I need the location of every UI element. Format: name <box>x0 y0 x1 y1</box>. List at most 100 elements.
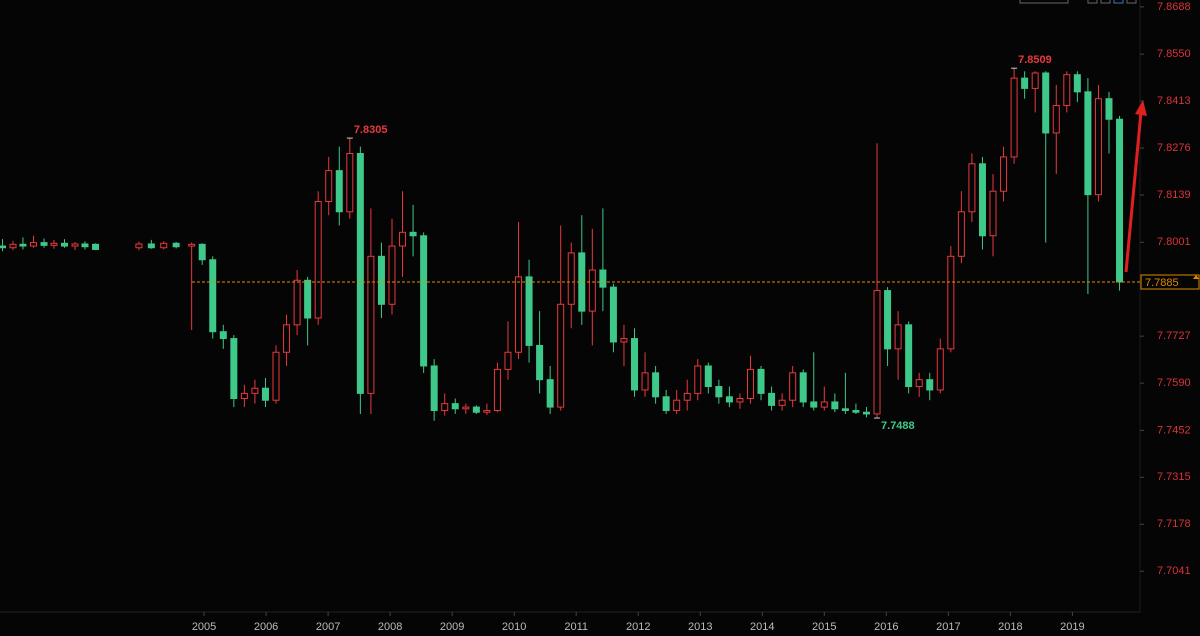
x-tick-label: 2010 <box>502 621 526 633</box>
y-tick-label: 7.8550 <box>1157 48 1191 60</box>
y-tick-label: 7.7590 <box>1157 377 1191 389</box>
y-tick-label: 7.7178 <box>1157 518 1191 530</box>
candle-body <box>388 245 396 305</box>
candle-body <box>172 242 180 248</box>
candle-body <box>430 365 438 412</box>
y-tick-label: 7.8413 <box>1157 95 1191 107</box>
candle-body <box>799 372 807 403</box>
candle-body <box>441 403 449 412</box>
candle-body <box>957 211 965 257</box>
x-tick-label: 2017 <box>936 621 960 633</box>
x-tick-label: 2012 <box>626 621 650 633</box>
candle-body <box>989 190 997 237</box>
candle-body <box>0 245 6 249</box>
toolbar-button[interactable] <box>1019 0 1069 4</box>
annotation: 7.7488 <box>881 420 915 432</box>
candle-body <box>1063 74 1071 107</box>
candle-body <box>293 279 301 326</box>
candle-body <box>283 324 291 353</box>
annotation: 7.8509 <box>1018 54 1052 66</box>
x-tick-label: 2018 <box>998 621 1022 633</box>
candle-body <box>1105 98 1113 120</box>
candle-body <box>968 163 976 213</box>
candle-body <box>29 242 37 247</box>
candle-body <box>525 276 533 346</box>
candle-body <box>61 242 69 247</box>
candle-body <box>515 276 523 353</box>
x-tick-label: 2011 <box>564 621 588 633</box>
candle-body <box>1116 118 1124 283</box>
candle-body <box>778 399 786 406</box>
y-tick-label: 7.8688 <box>1157 1 1191 13</box>
candle-body <box>725 396 733 403</box>
candle-body <box>557 303 565 408</box>
x-tick-label: 2005 <box>192 621 216 633</box>
candle-body <box>92 243 100 250</box>
candle-body <box>9 243 17 249</box>
x-tick-label: 2019 <box>1060 621 1084 633</box>
candle-body <box>652 372 660 398</box>
last-price-marker <box>1193 275 1199 280</box>
x-tick-label: 2013 <box>688 621 712 633</box>
candle-body <box>609 286 617 343</box>
candle-body <box>926 379 934 391</box>
candle-body <box>820 401 828 408</box>
candle-body <box>1021 77 1029 89</box>
toolbar-button[interactable] <box>1100 0 1111 4</box>
candle-body <box>240 392 248 400</box>
candle-body <box>978 163 986 237</box>
trend-arrow <box>1124 100 1147 273</box>
candle-body <box>884 290 892 350</box>
candle-body <box>536 344 544 381</box>
candle-body <box>420 235 428 367</box>
candle-body <box>81 243 89 248</box>
candle-body <box>399 231 407 247</box>
last-price-label: 7.7885 <box>1145 277 1179 289</box>
candle-body <box>905 324 913 388</box>
candle-body <box>1010 77 1018 158</box>
candle-body <box>19 243 27 247</box>
candle-body <box>198 243 206 261</box>
candle-body <box>325 170 333 202</box>
toolbar-button[interactable] <box>1126 0 1137 4</box>
candle-body <box>841 408 849 412</box>
x-tick-label: 2016 <box>874 621 898 633</box>
candle-body <box>147 243 155 249</box>
candle-body <box>504 351 512 370</box>
candle-body <box>662 396 670 412</box>
toolbar <box>1019 0 1137 4</box>
candle-body <box>915 379 923 388</box>
x-tick-label: 2007 <box>316 621 340 633</box>
candle-body <box>704 365 712 388</box>
candle-body <box>71 243 79 247</box>
y-tick-label: 7.8001 <box>1157 236 1191 248</box>
candle-body <box>567 252 575 305</box>
candle-body <box>673 399 681 412</box>
candle-body <box>694 365 702 394</box>
toolbar-button[interactable] <box>1113 0 1124 4</box>
y-tick-label: 7.7452 <box>1157 424 1191 436</box>
y-tick-label: 7.7727 <box>1157 330 1191 342</box>
candle-body <box>1042 72 1050 134</box>
candle-body <box>409 231 417 237</box>
candle-body <box>462 406 470 410</box>
candle-body <box>1094 98 1102 196</box>
y-tick-label: 7.8276 <box>1157 142 1191 154</box>
toolbar-button[interactable] <box>1087 0 1098 4</box>
arrow-shaft <box>1124 111 1143 273</box>
candle-body <box>472 406 480 413</box>
candle-body <box>346 153 354 213</box>
x-tick-label: 2009 <box>440 621 464 633</box>
candle-body <box>810 401 818 408</box>
y-tick-label: 7.7315 <box>1157 471 1191 483</box>
candle-body <box>1052 105 1060 134</box>
candle-body <box>483 410 491 413</box>
x-tick-label: 2014 <box>750 621 774 633</box>
candle-body <box>936 348 944 391</box>
candle-body <box>768 392 776 406</box>
candle-body <box>50 242 58 246</box>
x-tick-label: 2015 <box>812 621 836 633</box>
candle-body <box>230 338 238 400</box>
candle-body <box>1031 72 1039 89</box>
